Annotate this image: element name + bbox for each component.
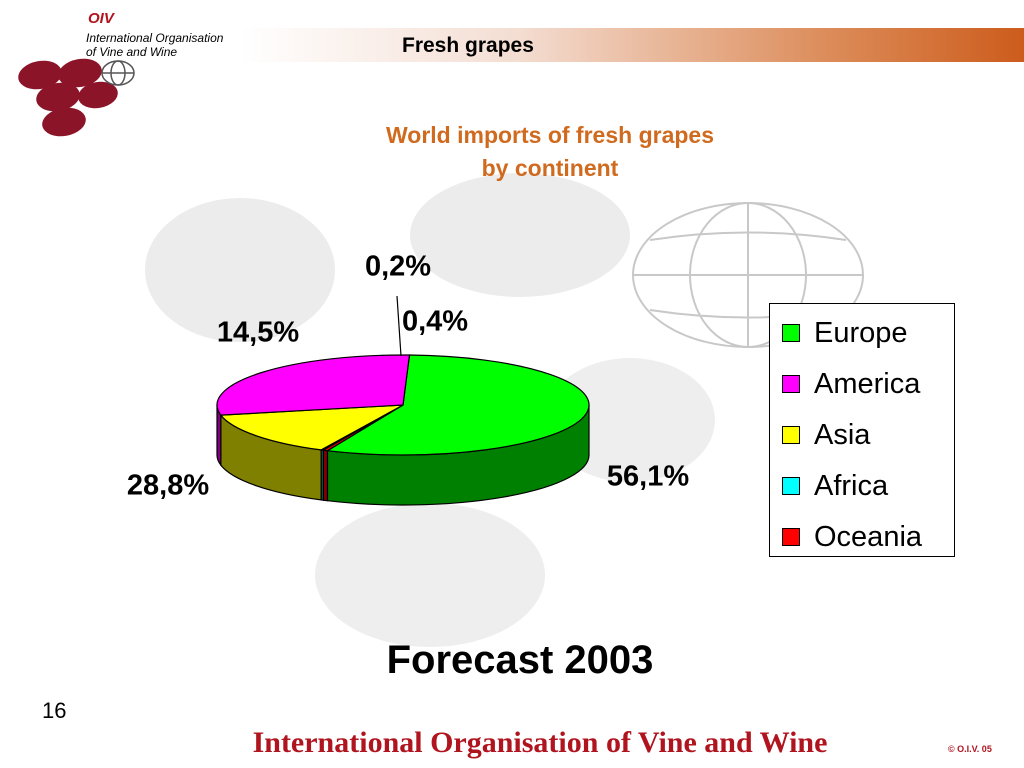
- data-label-europe: 56,1%: [607, 461, 689, 493]
- legend-swatch-asia: [782, 426, 800, 444]
- pie-slice-europe: [325, 354, 590, 456]
- chart-title-line-1: World imports of fresh grapes: [385, 122, 714, 148]
- leader-line-africa: [396, 295, 402, 357]
- bg-shape-south-america: [315, 503, 545, 647]
- data-label-oceania: 0,4%: [402, 306, 468, 338]
- legend-label-europe: Europe: [814, 316, 908, 349]
- header-bar: [240, 28, 1024, 62]
- forecast-caption: Forecast 2003: [386, 638, 654, 682]
- legend-item-america: America: [782, 364, 920, 404]
- pie-slice-asia: [219, 404, 404, 451]
- legend-label-asia: Asia: [814, 418, 871, 451]
- legend-item-asia: Asia: [782, 415, 870, 455]
- logo-line-2: of Vine and Wine: [86, 45, 178, 59]
- legend-item-africa: Africa: [782, 466, 888, 506]
- legend-item-oceania: Oceania: [782, 517, 922, 557]
- legend-swatch-europe: [782, 324, 800, 342]
- chart-title: World imports of fresh grapes by contine…: [300, 119, 800, 185]
- page-number: 16: [42, 698, 67, 723]
- data-label-america: 28,8%: [127, 470, 209, 502]
- legend-item-europe: Europe: [782, 313, 908, 353]
- footer-organisation: International Organisation of Vine and W…: [252, 726, 828, 759]
- pie-slice-america: [216, 354, 411, 416]
- pie-side-oceania: [322, 449, 329, 502]
- data-label-africa: 0,2%: [365, 251, 431, 283]
- legend-label-oceania: Oceania: [814, 520, 923, 553]
- legend-swatch-africa: [782, 477, 800, 495]
- copyright-notice: © O.I.V. 05: [948, 744, 992, 754]
- oiv-grapes-logo-icon: [18, 58, 135, 137]
- logo-abbr: OIV: [88, 10, 114, 27]
- logo-line-1: International Organisation: [86, 31, 224, 45]
- legend-swatch-america: [782, 375, 800, 393]
- bg-shape-north-america: [145, 198, 335, 342]
- legend-label-africa: Africa: [814, 469, 889, 502]
- chart-title-line-2: by continent: [481, 155, 619, 181]
- chart-legend: Europe America Asia Africa Oceania: [769, 303, 955, 557]
- bg-shape-europe: [410, 173, 630, 297]
- legend-swatch-oceania: [782, 528, 800, 546]
- page-title: Fresh grapes: [402, 34, 534, 57]
- legend-label-america: America: [814, 367, 921, 400]
- data-label-asia: 14,5%: [217, 317, 299, 349]
